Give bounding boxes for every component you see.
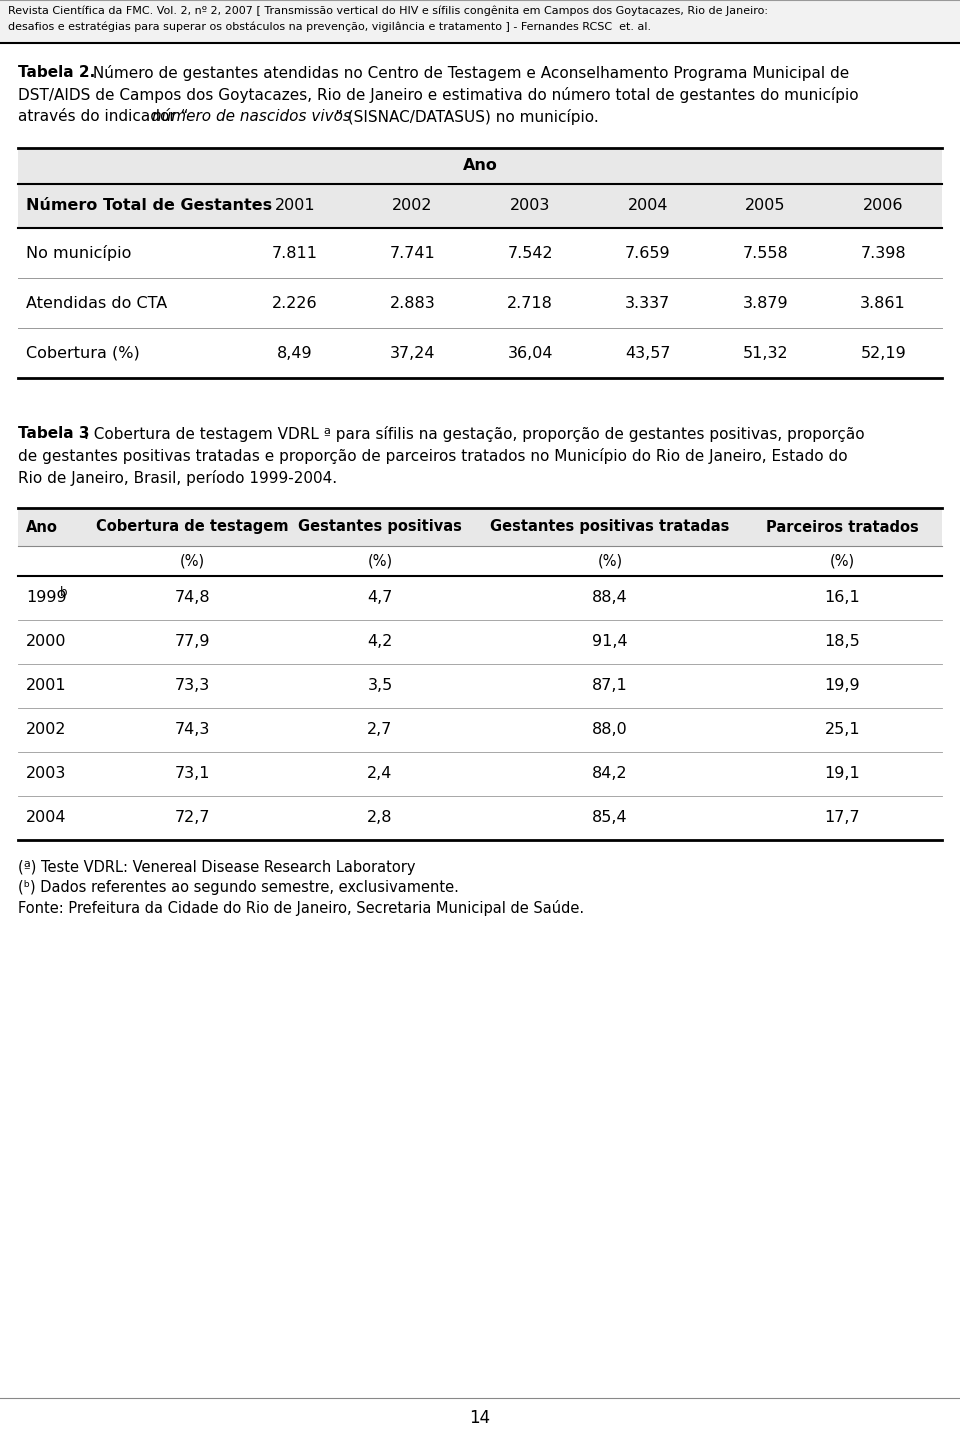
Text: 2004: 2004: [628, 199, 668, 213]
Text: 2003: 2003: [510, 199, 550, 213]
Text: 3.861: 3.861: [860, 295, 906, 311]
Text: 37,24: 37,24: [390, 346, 435, 360]
Bar: [420, 1405, 540, 1431]
Text: 73,1: 73,1: [175, 766, 210, 782]
Text: 88,0: 88,0: [592, 723, 628, 737]
Text: 18,5: 18,5: [825, 635, 860, 649]
Text: 2,8: 2,8: [368, 811, 393, 825]
Text: 91,4: 91,4: [592, 635, 628, 649]
Text: 17,7: 17,7: [825, 811, 860, 825]
Text: (%): (%): [180, 553, 205, 569]
Text: desafios e estratégias para superar os obstáculos na prevenção, vigilância e tra: desafios e estratégias para superar os o…: [8, 22, 651, 33]
Text: Parceiros tratados: Parceiros tratados: [766, 520, 919, 534]
Text: (%): (%): [830, 553, 855, 569]
Text: Rio de Janeiro, Brasil, período 1999-2004.: Rio de Janeiro, Brasil, período 1999-200…: [18, 469, 337, 487]
Text: b: b: [60, 586, 67, 599]
Text: (ᵇ) Dados referentes ao segundo semestre, exclusivamente.: (ᵇ) Dados referentes ao segundo semestre…: [18, 880, 459, 896]
Text: 25,1: 25,1: [825, 723, 860, 737]
Text: 2002: 2002: [393, 199, 433, 213]
Text: número de nascidos vivos: número de nascidos vivos: [152, 109, 351, 124]
Text: 19,9: 19,9: [825, 678, 860, 694]
Text: 7.741: 7.741: [390, 245, 436, 261]
Text: 72,7: 72,7: [175, 811, 210, 825]
Text: Tabela 3: Tabela 3: [18, 426, 89, 441]
Bar: [18, 508, 942, 546]
Text: No município: No município: [26, 245, 132, 261]
Text: 88,4: 88,4: [592, 590, 628, 605]
Text: 7.558: 7.558: [743, 245, 788, 261]
Text: 36,04: 36,04: [508, 346, 553, 360]
Text: 43,57: 43,57: [625, 346, 671, 360]
Bar: [0, 0, 960, 45]
Text: 3,5: 3,5: [368, 678, 393, 694]
Bar: [18, 184, 942, 228]
Text: Número de gestantes atendidas no Centro de Testagem e Aconselhamento Programa Mu: Número de gestantes atendidas no Centro …: [88, 65, 850, 81]
Text: 2002: 2002: [26, 723, 66, 737]
Text: 51,32: 51,32: [743, 346, 788, 360]
Text: 2004: 2004: [26, 811, 66, 825]
Text: 7.542: 7.542: [507, 245, 553, 261]
Text: Gestantes positivas tratadas: Gestantes positivas tratadas: [491, 520, 730, 534]
Text: através do indicador “: através do indicador “: [18, 109, 188, 124]
Text: 2006: 2006: [863, 199, 903, 213]
Text: Número Total de Gestantes: Número Total de Gestantes: [26, 199, 272, 213]
Text: 3.337: 3.337: [625, 295, 670, 311]
Text: Fonte: Prefeitura da Cidade do Rio de Janeiro, Secretaria Municipal de Saúde.: Fonte: Prefeitura da Cidade do Rio de Ja…: [18, 900, 584, 916]
Text: (%): (%): [597, 553, 623, 569]
Text: 7.398: 7.398: [860, 245, 906, 261]
Text: 2000: 2000: [26, 635, 66, 649]
Text: de gestantes positivas tratadas e proporção de parceiros tratados no Município d: de gestantes positivas tratadas e propor…: [18, 448, 848, 464]
Text: 2003: 2003: [26, 766, 66, 782]
Text: Tabela 2.: Tabela 2.: [18, 65, 95, 81]
Text: 2,7: 2,7: [368, 723, 393, 737]
Text: 2005: 2005: [745, 199, 785, 213]
Text: 7.659: 7.659: [625, 245, 671, 261]
Text: Cobertura de testagem: Cobertura de testagem: [96, 520, 289, 534]
Text: 52,19: 52,19: [860, 346, 906, 360]
Text: Atendidas do CTA: Atendidas do CTA: [26, 295, 167, 311]
Text: 7.811: 7.811: [272, 245, 318, 261]
Text: 3.879: 3.879: [743, 295, 788, 311]
Text: DST/AIDS de Campos dos Goytacazes, Rio de Janeiro e estimativa do número total d: DST/AIDS de Campos dos Goytacazes, Rio d…: [18, 86, 858, 104]
Text: 74,3: 74,3: [175, 723, 210, 737]
Text: 87,1: 87,1: [592, 678, 628, 694]
Text: Cobertura (%): Cobertura (%): [26, 346, 140, 360]
Text: 85,4: 85,4: [592, 811, 628, 825]
Text: 4,7: 4,7: [368, 590, 393, 605]
Text: Ano: Ano: [26, 520, 58, 534]
Text: 2001: 2001: [26, 678, 66, 694]
Text: 16,1: 16,1: [825, 590, 860, 605]
Text: . Cobertura de testagem VDRL ª para sífilis na gestação, proporção de gestantes : . Cobertura de testagem VDRL ª para sífi…: [84, 426, 865, 442]
Text: 1999: 1999: [26, 590, 66, 605]
Text: Gestantes positivas: Gestantes positivas: [298, 520, 462, 534]
Text: 77,9: 77,9: [175, 635, 210, 649]
Bar: [18, 148, 942, 184]
Text: 14: 14: [469, 1408, 491, 1427]
Text: ” (SISNAC/DATASUS) no município.: ” (SISNAC/DATASUS) no município.: [335, 109, 599, 125]
Text: 2001: 2001: [275, 199, 315, 213]
Text: 2,4: 2,4: [368, 766, 393, 782]
Text: 4,2: 4,2: [368, 635, 393, 649]
Text: 2.718: 2.718: [507, 295, 553, 311]
Text: (ª) Teste VDRL: Venereal Disease Research Laboratory: (ª) Teste VDRL: Venereal Disease Researc…: [18, 860, 416, 876]
Text: 84,2: 84,2: [592, 766, 628, 782]
Text: 74,8: 74,8: [175, 590, 210, 605]
Text: 2.883: 2.883: [390, 295, 436, 311]
Text: Ano: Ano: [463, 158, 497, 173]
Text: 8,49: 8,49: [277, 346, 313, 360]
Text: Revista Científica da FMC. Vol. 2, nº 2, 2007 [ Transmissão vertical do HIV e sí: Revista Científica da FMC. Vol. 2, nº 2,…: [8, 6, 768, 16]
Text: 19,1: 19,1: [825, 766, 860, 782]
Text: (%): (%): [368, 553, 393, 569]
Text: 2.226: 2.226: [272, 295, 318, 311]
Text: 73,3: 73,3: [175, 678, 210, 694]
